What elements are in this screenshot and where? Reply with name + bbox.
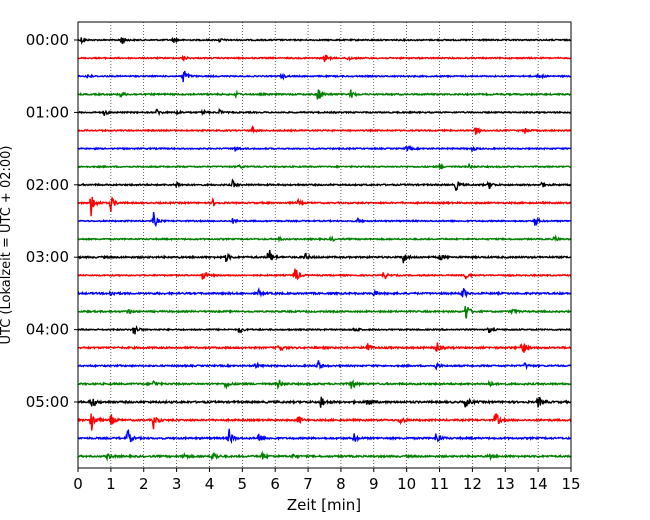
- x-tick-label: 7: [303, 475, 313, 493]
- x-tick-label: 4: [205, 475, 215, 493]
- seismic-trace-0415: [77, 342, 572, 353]
- x-tick-label: 2: [139, 475, 149, 493]
- seismic-trace-0130: [77, 145, 572, 153]
- seismic-trace-0245: [77, 234, 572, 243]
- y-tick-label: 01:00: [26, 103, 69, 121]
- x-axis-label: Zeit [min]: [287, 496, 361, 514]
- y-tick-label: 00:00: [26, 31, 69, 49]
- seismic-trace-0145: [77, 163, 572, 170]
- y-tick-label: 03:00: [26, 248, 69, 266]
- y-axis-ticks: 00:00 01:00 02:00 03:00 04:00 05:00: [26, 31, 78, 411]
- seismic-trace-0200: [77, 178, 572, 191]
- seismic-trace-0545: [77, 450, 572, 462]
- seismic-trace-0530: [77, 428, 572, 445]
- y-tick-label: 04:00: [26, 321, 69, 339]
- seismic-trace-0030: [77, 70, 572, 83]
- x-axis-ticks: 0 1 2 3 4 5 6 7 8 9 10 11 12 13 14 15: [73, 468, 581, 493]
- seismic-trace-0115: [77, 124, 572, 135]
- seismic-trace-0300: [77, 249, 572, 264]
- seismic-trace-0215: [77, 196, 572, 217]
- x-tick-label: 15: [561, 475, 580, 493]
- x-tick-label: 11: [430, 475, 449, 493]
- x-tick-label: 0: [73, 475, 83, 493]
- x-tick-label: 13: [496, 475, 515, 493]
- y-tick-label: 02:00: [26, 176, 69, 194]
- x-tick-label: 3: [172, 475, 182, 493]
- seismic-trace-0045: [77, 89, 572, 100]
- plot-frame: [77, 21, 572, 469]
- seismic-trace-0345: [78, 306, 572, 319]
- seismic-trace-0015: [77, 54, 572, 63]
- x-tick-label: 1: [106, 475, 116, 493]
- x-tick-label: 12: [463, 475, 482, 493]
- x-tick-label: 10: [397, 475, 416, 493]
- seismic-trace-0400: [77, 324, 572, 335]
- seismic-trace-0515: [77, 413, 572, 431]
- seismic-trace-0100: [77, 107, 572, 117]
- seismic-trace-0330: [77, 287, 572, 299]
- seismic-trace-0445: [77, 379, 572, 391]
- traces-layer: [77, 36, 572, 462]
- seismic-trace-0430: [77, 360, 572, 371]
- seismic-trace-0000: [77, 36, 572, 46]
- x-tick-label: 9: [369, 475, 379, 493]
- seismic-trace-0500: [77, 396, 572, 408]
- x-tick-label: 14: [529, 475, 548, 493]
- y-tick-label: 05:00: [26, 393, 69, 411]
- x-tick-label: 6: [270, 475, 280, 493]
- seismic-trace-0230: [77, 211, 572, 228]
- seismic-trace-0315: [77, 268, 572, 281]
- x-tick-label: 8: [336, 475, 346, 493]
- y-axis-label: UTC (Lokalzeit = UTC + 02:00): [0, 146, 14, 345]
- x-tick-label: 5: [238, 475, 248, 493]
